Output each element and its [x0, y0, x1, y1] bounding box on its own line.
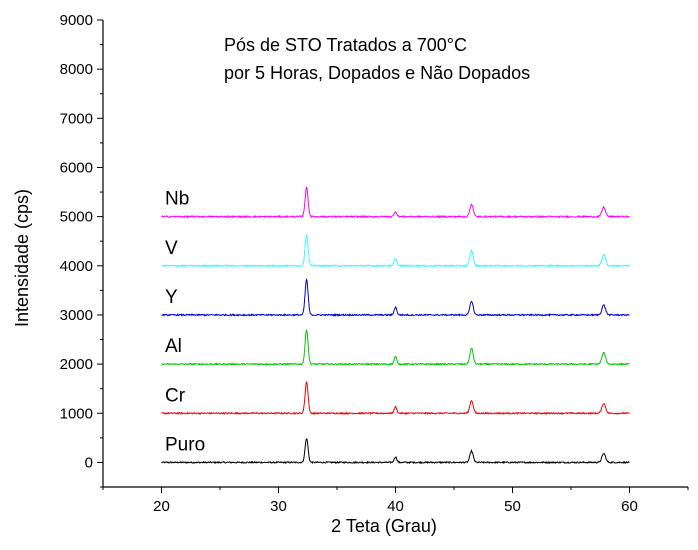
series-line-v	[161, 233, 630, 268]
series-line-puro	[161, 438, 630, 465]
x-tick-label: 50	[504, 498, 521, 515]
y-tick-label: 2000	[60, 356, 93, 373]
series-layer	[161, 186, 630, 465]
y-tick-label: 8000	[60, 61, 93, 78]
y-tick-label: 6000	[60, 159, 93, 176]
x-tick-label: 60	[621, 498, 638, 515]
y-axis-title: Intensidade (cps)	[12, 189, 32, 327]
series-line-al	[161, 328, 630, 366]
y-tick-label: 1000	[60, 405, 93, 422]
y-tick-label: 9000	[60, 12, 93, 29]
y-tick-label: 5000	[60, 209, 93, 226]
series-label-nb: Nb	[165, 189, 189, 210]
axes-layer: 0 1000 2000 3000 4000 5000 6000 7000 8000 9000 20 3…	[60, 12, 689, 515]
x-tick-label: 20	[153, 498, 170, 515]
series-label-v: V	[165, 238, 178, 259]
series-line-cr	[161, 381, 630, 416]
series-line-nb	[161, 186, 630, 219]
series-line-y	[161, 277, 630, 317]
series-label-cr: Cr	[165, 385, 186, 406]
labels-layer: Puro Cr Al Y V Nb	[165, 189, 205, 456]
x-axis-title: 2 Teta (Grau)	[331, 516, 437, 536]
x-tick-label: 40	[387, 498, 404, 515]
y-tick-label: 4000	[60, 258, 93, 275]
chart-title-line-1: Pós de STO Tratados a 700°C	[224, 35, 467, 55]
series-label-al: Al	[165, 336, 182, 357]
x-tick-label: 30	[270, 498, 287, 515]
y-tick-label: 7000	[60, 110, 93, 127]
y-tick-label: 3000	[60, 307, 93, 324]
series-label-puro: Puro	[165, 434, 205, 455]
y-tick-label: 0	[85, 454, 93, 471]
series-label-y: Y	[165, 287, 178, 308]
chart-title-line-2: por 5 Horas, Dopados e Não Dopados	[224, 63, 530, 83]
